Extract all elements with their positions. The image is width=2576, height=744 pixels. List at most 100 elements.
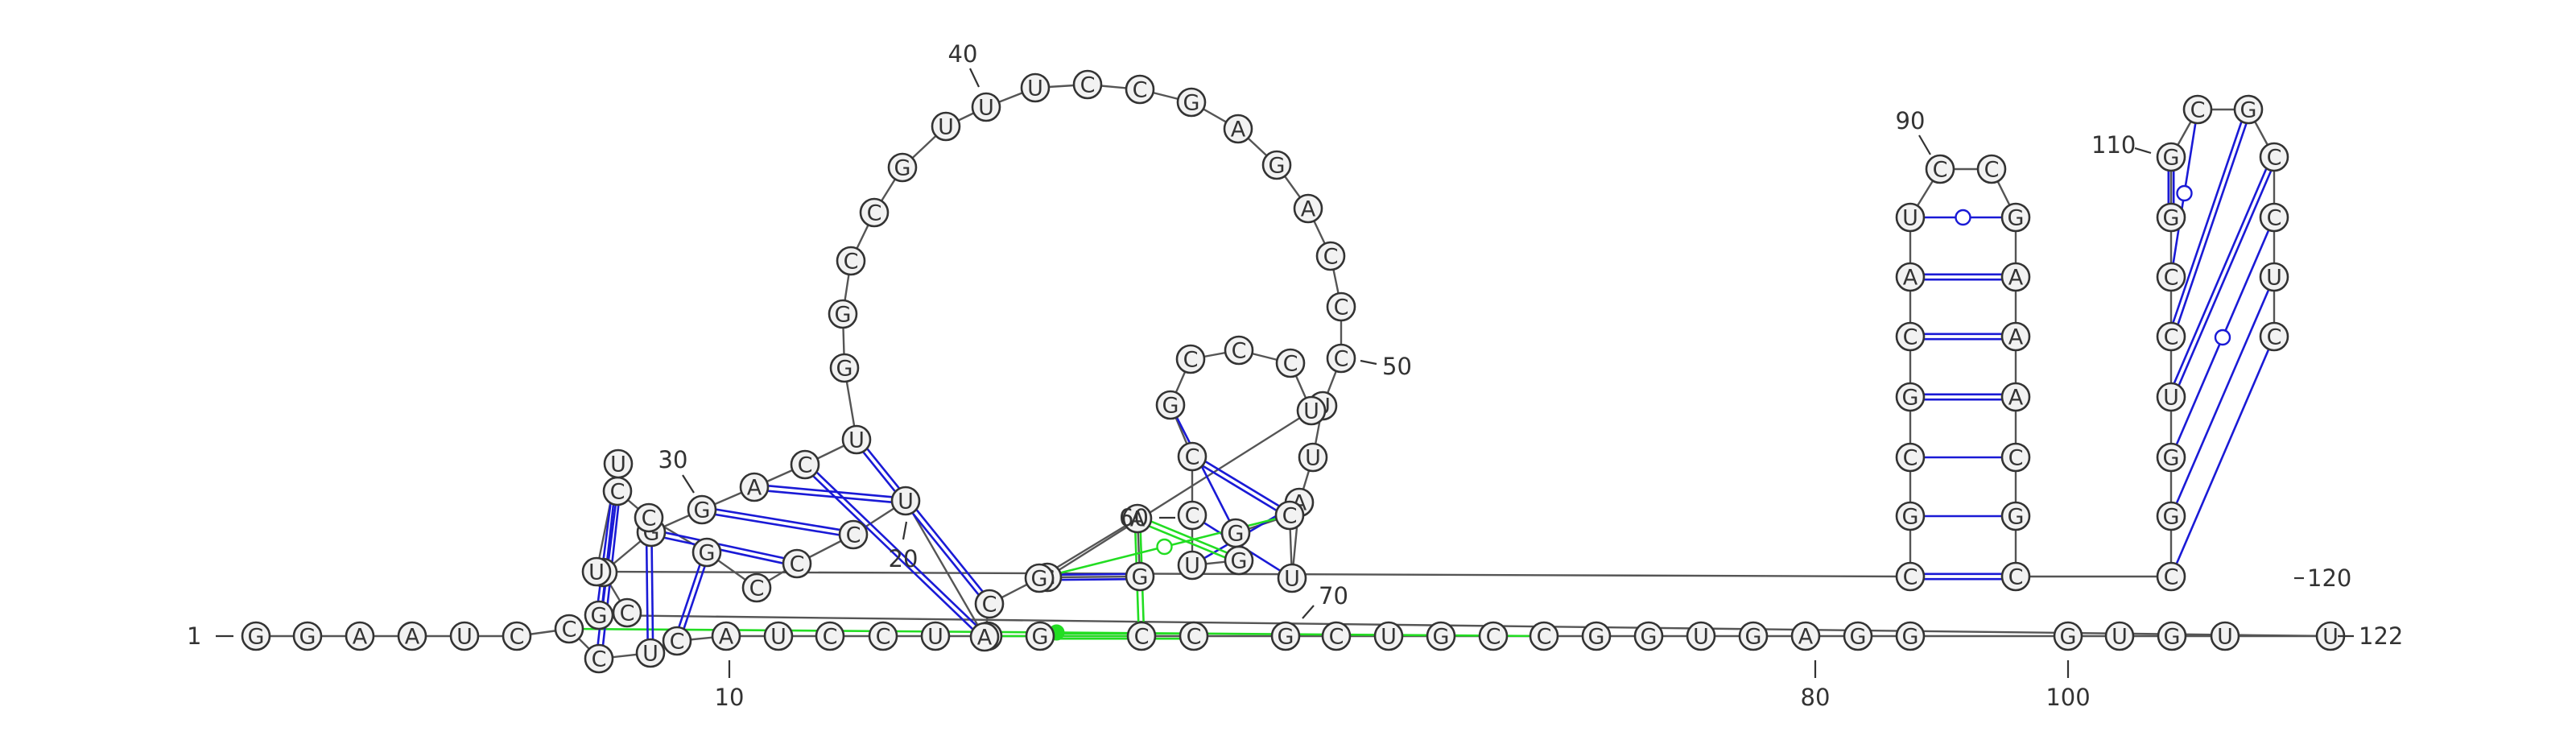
nucleotide-letter: U xyxy=(1027,76,1043,101)
nucleotide-circle xyxy=(2156,142,2186,172)
nucleotide-circle xyxy=(739,472,770,502)
nucleotide-letter: A xyxy=(1798,625,1814,650)
nucleotide-letter: C xyxy=(592,647,607,672)
nucleotide-circle xyxy=(1895,321,1926,352)
nucleotide-letter: C xyxy=(620,601,635,626)
nucleotide-letter: G xyxy=(2008,505,2025,530)
base-pair-line xyxy=(767,490,892,503)
nucleotide-letter: G xyxy=(1433,625,1450,650)
nucleotide-36: U xyxy=(2210,621,2240,651)
nucleotide-circle xyxy=(1274,500,1305,531)
nucleotide-circle xyxy=(603,448,634,479)
nucleotide-letter: C xyxy=(1334,296,1349,320)
nucleotide-letter: G xyxy=(894,156,911,181)
nucleotide-circle xyxy=(397,621,427,651)
base-pair-line xyxy=(1204,460,1280,507)
nucleotide-circle xyxy=(2000,262,2031,292)
nucleotide-letter: G xyxy=(2163,446,2180,471)
nucleotide-letter: C xyxy=(1323,245,1339,270)
nucleotide-letter: U xyxy=(938,115,954,140)
nucleotide-circle xyxy=(1024,563,1055,593)
nucleotide-102: G xyxy=(2000,202,2031,233)
base-pair-line xyxy=(812,475,974,630)
base-pair-line xyxy=(663,536,783,564)
nucleotide-letter: G xyxy=(1588,625,1605,650)
position-label: 60 xyxy=(1119,504,1149,531)
nucleotide-letter: C xyxy=(1185,504,1200,529)
position-label: 30 xyxy=(658,446,688,473)
nucleotide-circle xyxy=(1126,621,1157,651)
position-label: 70 xyxy=(1319,582,1348,610)
nucleotide-44: C xyxy=(790,449,820,480)
nucleotide-73: G xyxy=(1155,390,1186,420)
nucleotide-97: C xyxy=(1895,321,1926,352)
nucleotide-circle xyxy=(971,92,1001,122)
nucleotide-letter: C xyxy=(1134,625,1150,650)
nucleotide-circle xyxy=(1270,621,1301,651)
nucleotide-letter: G xyxy=(2163,146,2180,171)
nucleotide-43: A xyxy=(739,472,770,502)
nucleotide-118: G xyxy=(2233,94,2264,125)
nucleotide-letter: C xyxy=(846,523,861,548)
wobble-pair-marker xyxy=(1955,209,1971,226)
nucleotide-29: G xyxy=(1738,621,1769,651)
nucleotide-circle xyxy=(292,621,323,651)
nucleotide-119: C xyxy=(2259,142,2289,172)
nucleotide-50: G xyxy=(887,152,918,183)
nucleotide-circle xyxy=(1895,442,1926,473)
nucleotide-letter: U xyxy=(848,428,865,453)
nucleotide-letter: C xyxy=(1183,348,1199,373)
nucleotide-circle xyxy=(1373,621,1404,651)
nucleotide-circle xyxy=(711,621,741,651)
nucleotide-90: C xyxy=(602,476,633,506)
nucleotide-95: C xyxy=(1895,442,1926,473)
nucleotide-circle xyxy=(1895,561,1926,592)
nucleotide-circle xyxy=(2000,561,2031,592)
nucleotide-122: C xyxy=(2259,321,2289,352)
nucleotide-13: C xyxy=(815,621,845,651)
nucleotide-107: G xyxy=(2000,501,2031,531)
nucleotide-circle xyxy=(2259,321,2289,352)
nucleotide-70: U xyxy=(1177,550,1208,581)
base-pair-line xyxy=(2177,122,2248,325)
nucleotide-39: C xyxy=(612,597,642,628)
nucleotide-letter: U xyxy=(1381,625,1397,650)
nucleotide-101: C xyxy=(1976,154,2007,184)
nucleotide-7: C xyxy=(554,614,584,644)
nucleotide-circle xyxy=(691,537,722,568)
backbone-segment xyxy=(596,570,1911,578)
nucleotide-circle xyxy=(841,424,872,455)
nucleotide-3: A xyxy=(345,621,375,651)
nucleotide-24: C xyxy=(1478,621,1509,651)
base-pair-line xyxy=(2173,167,2268,384)
base-pair-line xyxy=(716,508,840,531)
nucleotide-circle xyxy=(2259,262,2289,292)
nucleotide-circle xyxy=(741,572,772,603)
nucleotide-circle xyxy=(1177,500,1208,531)
nucleotide-circle xyxy=(2000,321,2031,352)
nucleotide-54: C xyxy=(1072,69,1103,100)
nucleotide-circle xyxy=(1224,335,1254,366)
nucleotide-circle xyxy=(1529,621,1559,651)
wobble-pair-marker xyxy=(1156,538,1173,556)
nucleotide-77: U xyxy=(1296,395,1327,426)
nucleotide-circle xyxy=(1125,561,1155,592)
nucleotide-circle xyxy=(1296,395,1327,426)
nucleotide-letter: U xyxy=(1902,206,1918,231)
nucleotide-letter: U xyxy=(610,453,626,477)
nucleotide-letter: C xyxy=(1903,565,1918,590)
nucleotide-circle xyxy=(1895,621,1926,651)
nucleotide-letter: C xyxy=(2164,565,2179,590)
nucleotide-letter: G xyxy=(694,498,711,523)
nucleotide-104: A xyxy=(2000,321,2031,352)
nucleotide-111: G xyxy=(2156,442,2186,473)
nucleotide-85: C xyxy=(838,519,869,550)
nucleotide-circle xyxy=(2157,621,2187,651)
nucleotide-2: G xyxy=(292,621,323,651)
nucleotide-letter: C xyxy=(1282,504,1298,529)
nucleotide-circle xyxy=(931,111,961,142)
nucleotide-letter: G xyxy=(2008,206,2025,231)
nucleotide-circle xyxy=(554,614,584,644)
